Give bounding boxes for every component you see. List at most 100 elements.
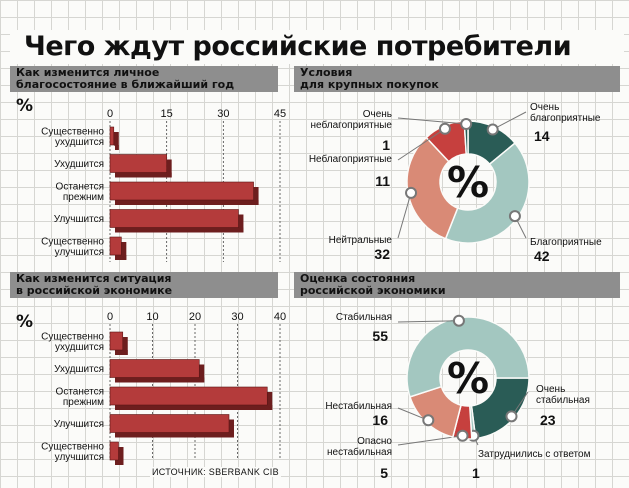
wellbeing-tick-label: 45: [274, 108, 286, 120]
stability-slice-value: 23: [540, 412, 556, 428]
economy-bar-side: [199, 364, 205, 383]
purchases-slice-label: Нейтральные: [329, 235, 393, 246]
source-note: ИСТОЧНИК: SBERBANK CIB: [150, 467, 281, 477]
purchases-leader-line: [397, 192, 412, 239]
wellbeing-bar: [109, 236, 122, 256]
economy-bar: [109, 359, 200, 378]
wellbeing-bar: [109, 154, 167, 173]
wellbeing-category-label: Существенно: [41, 236, 104, 247]
wellbeing-title-line-2: благосостояние в ближайший год: [16, 78, 235, 91]
purchases-title-line-2: для крупных покупок: [300, 78, 439, 91]
stability-slice-label: Стабильная: [336, 311, 392, 323]
purchases-slice-label: Неблагоприятные: [309, 153, 393, 165]
wellbeing-bar-shadow: [115, 172, 172, 178]
stability-slice-marker: [456, 429, 469, 442]
wellbeing-title-line-1: Как изменится личное: [16, 66, 160, 79]
stability-slice-value: 16: [372, 412, 388, 428]
purchases-slice-marker: [438, 122, 451, 135]
wellbeing-bar-side: [238, 214, 244, 233]
stability-slice-label: Нестабильная: [325, 400, 392, 412]
wellbeing-category-label: Ухудшится: [54, 159, 104, 170]
economy-bar-shadow: [115, 432, 234, 438]
economy-tick-label: 30: [231, 311, 243, 323]
wellbeing-tick-label: 30: [217, 108, 229, 120]
economy-category-label: Останется: [56, 386, 104, 397]
economy-bar-side: [122, 337, 128, 355]
economy-title-line-2: в российской экономике: [16, 284, 173, 297]
purchases-slice-value: 42: [534, 248, 550, 264]
purchases-chart-header: Условия для крупных покупок: [294, 66, 620, 92]
purchases-slice-marker: [508, 210, 521, 223]
page-title: Чего ждут российские потребители: [10, 30, 624, 64]
wellbeing-bar: [109, 209, 239, 228]
wellbeing-unit-label: %: [16, 96, 33, 116]
stability-leader-line: [397, 320, 459, 323]
economy-bar-side: [267, 392, 273, 410]
wellbeing-bar-shadow: [115, 200, 259, 205]
purchases-leader-line: [397, 117, 467, 125]
economy-chart-header: Как изменится ситуация в российской экон…: [10, 272, 278, 298]
economy-bar: [109, 331, 124, 351]
economy-tick-label: 20: [189, 311, 201, 323]
economy-category-label: Существенно: [41, 331, 104, 342]
stability-chart-header: Оценка состояния российской экономики: [294, 272, 620, 298]
purchases-slice-marker: [460, 118, 473, 131]
economy-category-label: Ухудшится: [54, 364, 104, 375]
stability-slice-marker: [505, 410, 518, 423]
wellbeing-bar-side: [166, 159, 172, 178]
economy-bar: [109, 414, 230, 433]
stability-slice-value: 1: [472, 465, 480, 481]
purchases-slice-value: 11: [375, 173, 390, 189]
wellbeing-chart-header: Как изменится личное благосостояние в бл…: [10, 66, 278, 92]
economy-bar: [109, 386, 268, 406]
purchases-leader-line: [397, 128, 446, 161]
economy-tick-label: 40: [274, 311, 286, 323]
stability-title-line-2: российской экономики: [300, 284, 446, 297]
economy-bar-side: [229, 419, 234, 438]
stability-slice-label: Затруднились с ответом: [478, 449, 591, 460]
stability-slice-marker: [452, 314, 465, 327]
wellbeing-bar-side: [253, 187, 259, 205]
stability-slice-label: Опасно: [357, 436, 392, 447]
wellbeing-category-label: прежним: [63, 192, 104, 203]
purchases-slice-marker: [486, 123, 499, 136]
purchases-leader-line: [492, 111, 527, 130]
purchases-center-label: %: [447, 158, 489, 207]
stability-slice-label: Очень: [536, 384, 565, 395]
wellbeing-category-label: Останется: [56, 181, 104, 192]
purchases-slice-label: Благоприятные: [530, 237, 602, 248]
wellbeing-bar-side: [113, 132, 119, 150]
stability-title-line-1: Оценка состояния: [300, 272, 416, 285]
wellbeing-bar-shadow: [115, 227, 244, 233]
stability-center-label: %: [447, 354, 489, 403]
economy-title-line-1: Как изменится ситуация: [16, 272, 172, 285]
purchases-slice-marker: [405, 186, 418, 199]
purchases-slice-value: 32: [374, 246, 390, 262]
purchases-slice-value: 1: [382, 137, 390, 153]
wellbeing-bar: [109, 126, 115, 146]
purchases-slice-label: благоприятные: [530, 112, 601, 124]
stability-slice-value: 55: [372, 328, 388, 344]
wellbeing-tick-label: 0: [107, 108, 113, 120]
economy-bar-shadow: [115, 405, 273, 410]
stability-slice-label: нестабильная: [327, 446, 392, 458]
economy-category-label: Улучшится: [54, 419, 104, 430]
economy-bar: [109, 441, 119, 461]
economy-bar-shadow: [115, 377, 205, 383]
wellbeing-category-label: улучшится: [55, 247, 104, 258]
economy-category-label: Существенно: [41, 441, 104, 452]
stability-slice-label: стабильная: [536, 394, 590, 406]
purchases-slice: [444, 142, 530, 244]
economy-unit-label: %: [16, 312, 33, 332]
wellbeing-bar-side: [121, 242, 127, 260]
wellbeing-bar: [109, 181, 254, 201]
stability-slice: [406, 316, 530, 398]
purchases-slice-label: неблагоприятные: [311, 119, 393, 131]
purchases-title-line-1: Условия: [300, 66, 353, 79]
economy-tick-label: 0: [107, 311, 113, 323]
purchases-slice-value: 14: [534, 128, 550, 144]
economy-category-label: ухудшится: [55, 342, 104, 353]
purchases-slice: [406, 136, 459, 240]
economy-category-label: прежним: [63, 397, 104, 408]
